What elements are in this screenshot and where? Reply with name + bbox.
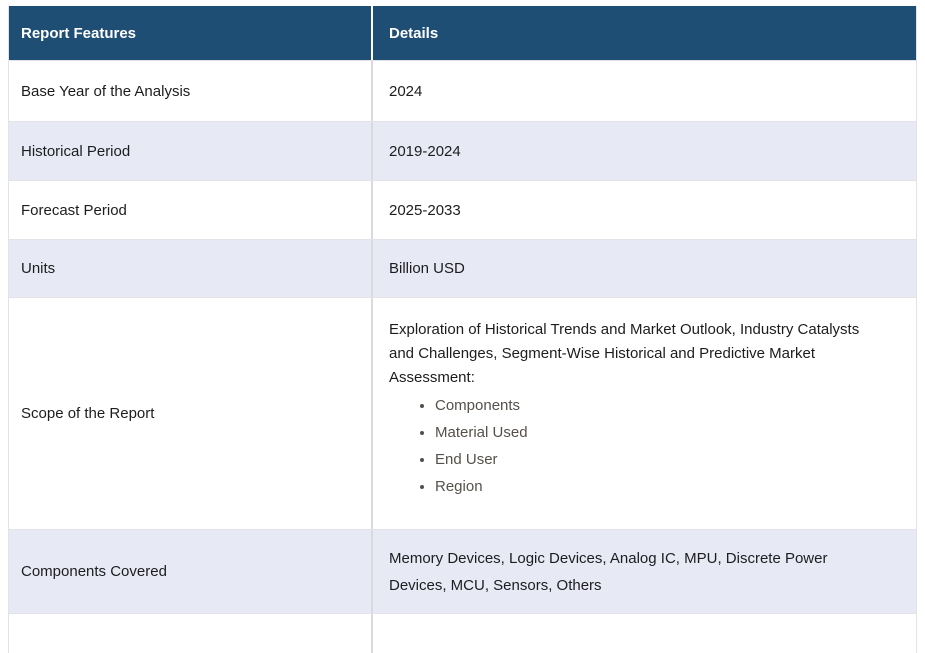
- feature-label-base-year: Base Year of the Analysis: [21, 82, 191, 100]
- report-features-table: Report Features Details Base Year of the…: [8, 6, 917, 653]
- table-header-row: Report Features Details: [9, 6, 916, 60]
- scope-bullet-material-used: Material Used: [435, 419, 869, 446]
- feature-label-forecast-period: Forecast Period: [21, 201, 127, 219]
- scope-bullet-region: Region: [435, 473, 869, 500]
- column-header-report-features: Report Features: [21, 24, 137, 42]
- detail-value-historical-period: 2019-2024: [371, 122, 916, 180]
- table-row-historical-period: Historical Period 2019-2024: [9, 121, 916, 180]
- feature-label-historical-period: Historical Period: [21, 142, 131, 160]
- detail-value-units: Billion USD: [371, 240, 916, 297]
- feature-label-scope: Scope of the Report: [21, 405, 155, 422]
- scope-bullet-end-user: End User: [435, 446, 869, 473]
- feature-label-units: Units: [21, 260, 56, 277]
- partial-detail-cell: [371, 614, 916, 653]
- detail-value-components-covered: Memory Devices, Logic Devices, Analog IC…: [371, 530, 916, 613]
- detail-value-forecast-period: 2025-2033: [371, 181, 916, 239]
- table-row-base-year: Base Year of the Analysis 2024: [9, 60, 916, 121]
- scope-bullet-components: Components: [435, 392, 869, 419]
- detail-value-scope: Exploration of Historical Trends and Mar…: [371, 298, 916, 529]
- partial-feature-cell: [9, 614, 371, 653]
- column-header-details: Details: [371, 6, 916, 60]
- table-row-forecast-period: Forecast Period 2025-2033: [9, 180, 916, 239]
- table-row-units: Units Billion USD: [9, 239, 916, 297]
- scope-intro-text: Exploration of Historical Trends and Mar…: [389, 321, 860, 386]
- scope-bullet-list: Components Material Used End User Region: [389, 392, 869, 500]
- detail-value-base-year: 2024: [371, 61, 916, 121]
- table-row-components-covered: Components Covered Memory Devices, Logic…: [9, 529, 916, 613]
- table-row-partial-cutoff: [9, 613, 916, 653]
- table-row-scope: Scope of the Report Exploration of Histo…: [9, 297, 916, 529]
- feature-label-components-covered: Components Covered: [21, 563, 167, 580]
